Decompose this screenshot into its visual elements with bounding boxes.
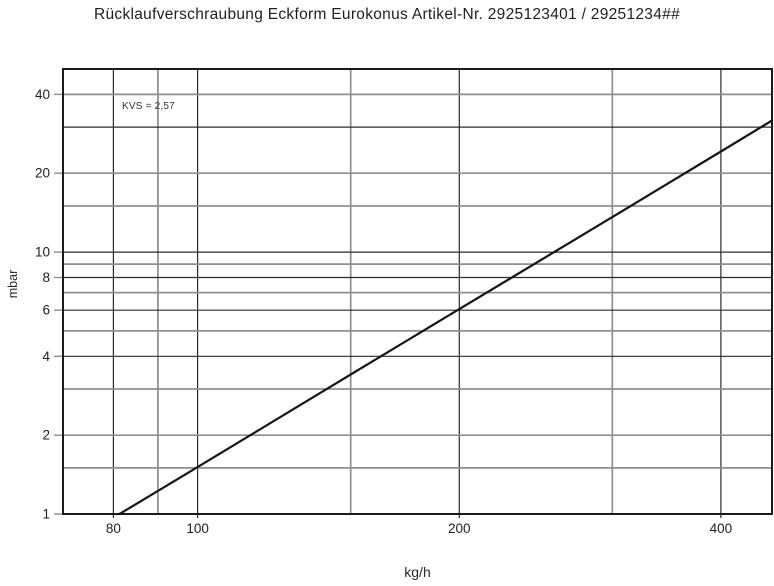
pressure-drop-line bbox=[118, 119, 774, 516]
svg-text:6: 6 bbox=[42, 303, 50, 318]
svg-text:20: 20 bbox=[35, 166, 50, 181]
x-gridlines bbox=[112, 69, 722, 514]
svg-text:1: 1 bbox=[42, 507, 50, 522]
svg-text:10: 10 bbox=[35, 245, 50, 260]
x-axis-label: kg/h bbox=[404, 564, 431, 580]
svg-text:100: 100 bbox=[186, 521, 209, 536]
svg-text:400: 400 bbox=[710, 521, 733, 536]
y-gridlines bbox=[63, 93, 772, 469]
svg-text:2: 2 bbox=[42, 428, 50, 443]
svg-text:8: 8 bbox=[42, 270, 50, 285]
chart-title: Rücklaufverschraubung Eckform Eurokonus … bbox=[93, 6, 680, 23]
svg-text:4: 4 bbox=[42, 349, 50, 364]
plot-border bbox=[62, 68, 773, 515]
axis-ticks bbox=[54, 93, 722, 518]
x-tick-labels: 80 100 200 400 bbox=[106, 521, 732, 536]
svg-text:200: 200 bbox=[448, 521, 471, 536]
svg-text:40: 40 bbox=[35, 87, 50, 102]
kvs-annotation: KVS = 2,57 bbox=[122, 101, 175, 112]
y-tick-labels: 1 2 4 6 8 10 20 40 bbox=[35, 87, 51, 522]
svg-text:80: 80 bbox=[106, 521, 121, 536]
